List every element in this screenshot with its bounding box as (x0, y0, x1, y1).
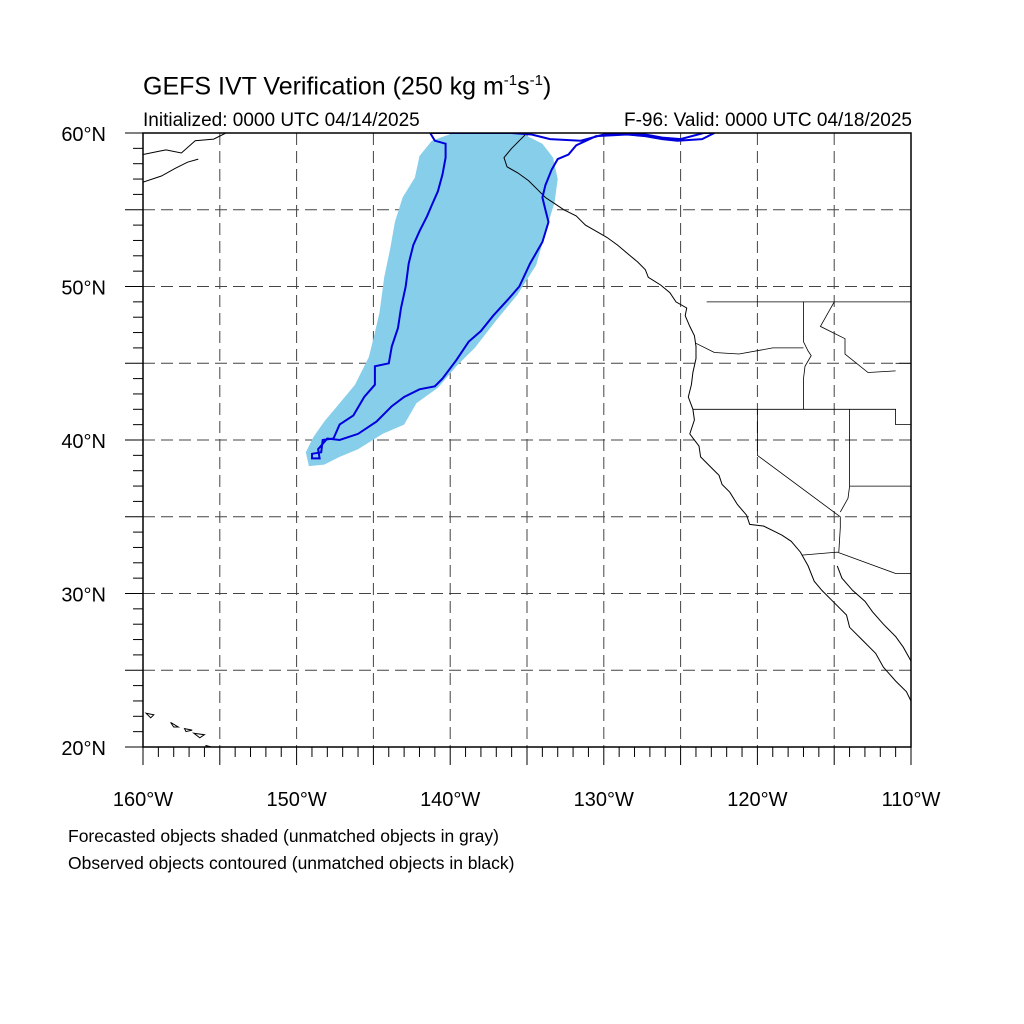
y-tick-label: 60°N (61, 124, 106, 146)
political-border (819, 301, 896, 373)
island-hawaii (205, 744, 214, 747)
y-tick-label: 30°N (61, 585, 106, 607)
political-border (803, 301, 812, 410)
x-tick-label: 110°W (882, 789, 941, 811)
y-tick-label: 20°N (61, 738, 106, 760)
y-tick-label: 40°N (61, 431, 106, 453)
island-hawaii (183, 727, 193, 733)
political-border (695, 342, 804, 355)
political-border (801, 551, 911, 574)
map-title: GEFS IVT Verification (250 kg m-1s-1) (143, 72, 552, 101)
political-border (692, 408, 911, 426)
initialized-label: Initialized: 0000 UTC 04/14/2025 (143, 110, 420, 131)
x-tick-label: 130°W (574, 789, 634, 811)
observed-object-contour (311, 133, 715, 460)
x-tick-label: 140°W (420, 789, 480, 811)
x-tick-label: 160°W (113, 789, 173, 811)
axis-ticks (125, 132, 912, 765)
island-hawaii (191, 732, 206, 739)
observed-objects (311, 133, 715, 460)
axis-labels: 160°W 150°W 140°W 130°W 120°W 110°W 20°N 30°N 40… (61, 124, 940, 811)
caption-observed: Observed objects contoured (unmatched ob… (68, 853, 515, 873)
coastline-gulf-california (836, 565, 911, 662)
island-hawaii (170, 721, 181, 728)
coastlines (143, 133, 911, 747)
x-tick-label: 150°W (266, 789, 326, 811)
island-hawaii (144, 712, 155, 719)
forecast-object-shaded (305, 133, 558, 467)
political-border (839, 409, 850, 513)
caption-forecast: Forecasted objects shaded (unmatched obj… (68, 826, 499, 846)
valid-time-label: F-96: Valid: 0000 UTC 04/18/2025 (624, 110, 912, 131)
coastline-west (503, 133, 911, 702)
coastline-alaska (143, 133, 227, 155)
y-tick-label: 50°N (61, 278, 106, 300)
coastline-alaska-peninsula (143, 158, 199, 183)
forecast-objects (305, 133, 558, 467)
political-border (757, 409, 841, 553)
x-tick-label: 120°W (727, 789, 787, 811)
